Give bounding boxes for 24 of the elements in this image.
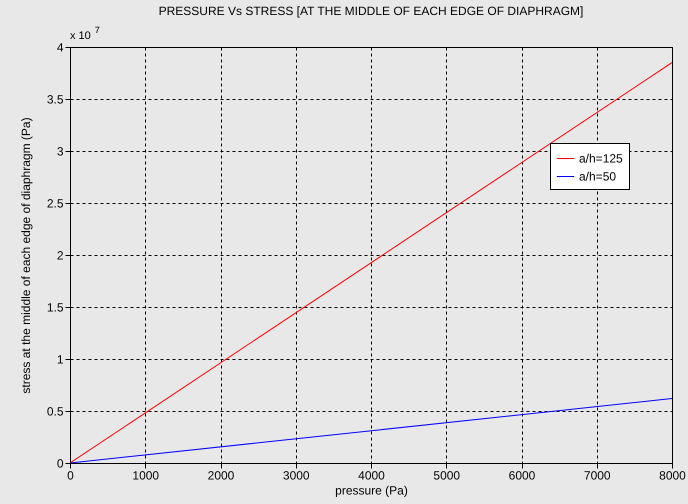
- y-tick-label: 0: [56, 456, 64, 470]
- y-axis-title: stress at the middle of each edge of diaphragm (Pa): [18, 117, 33, 394]
- x-tick-label: 8000: [659, 468, 686, 482]
- y-tick-label: 0.5: [46, 404, 64, 418]
- y-tick-label: 2.5: [46, 196, 64, 210]
- y-tick-label: 3: [56, 144, 64, 158]
- y-tick-label: 4: [56, 40, 64, 54]
- x-tick-label: 1000: [132, 468, 160, 482]
- y-tick-label: 1.5: [46, 300, 64, 314]
- x-tick-label: 2000: [208, 468, 235, 482]
- x-tick-label: 3000: [282, 468, 310, 482]
- y-tick-label: 2: [56, 248, 64, 262]
- x-tick-label: 4000: [358, 468, 386, 482]
- x-axis-title: pressure (Pa): [335, 484, 408, 498]
- y-tick-label: 3.5: [46, 92, 64, 106]
- text: x 107: [70, 25, 100, 42]
- y-tick-label: 1: [56, 352, 64, 366]
- legend-label: a/h=50: [579, 170, 616, 184]
- legend-label: a/h=125: [579, 152, 624, 166]
- x-tick-label: 6000: [508, 468, 536, 482]
- x-tick-label: 7000: [584, 468, 611, 482]
- chart-title: PRESSURE Vs STRESS [AT THE MIDDLE OF EACH EDGE OF DIAPHRAGM]: [158, 4, 584, 18]
- x-tick-label: 0: [67, 468, 74, 482]
- x-tick-label: 5000: [433, 468, 460, 482]
